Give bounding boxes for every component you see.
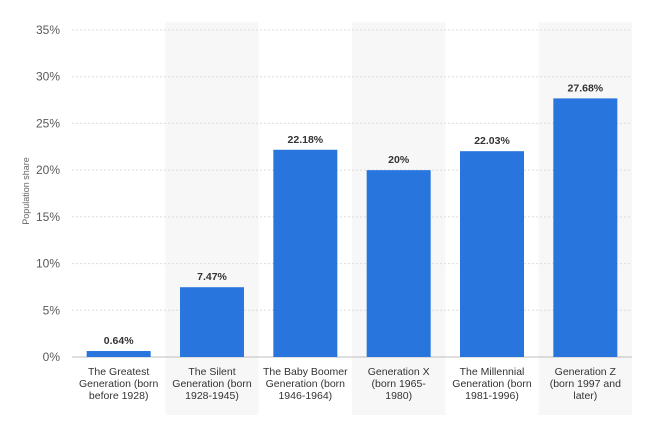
y-tick-label: 10%	[36, 257, 60, 271]
bar	[460, 151, 524, 357]
x-category-label: The Millennial Generation (born 1981-1996)	[452, 366, 532, 402]
data-label: 22.18%	[288, 134, 324, 146]
bar	[273, 149, 338, 357]
y-tick-label: 30%	[36, 70, 60, 84]
y-tick-label: 5%	[43, 303, 61, 317]
data-label: 7.47%	[197, 271, 227, 283]
y-axis-ticks: 0% 5% 10% 15% 20% 25% 30% 35%	[36, 23, 60, 364]
data-label: 27.68%	[568, 82, 604, 94]
y-tick-label: 0%	[43, 350, 61, 364]
data-label: 20%	[388, 154, 410, 166]
y-tick-label: 25%	[36, 116, 60, 130]
x-category-label: The Baby Boomer Generation (born 1946-1964…	[263, 366, 348, 402]
x-category-label: The Silent Generation (born 1928-1945)	[172, 366, 252, 402]
bar	[553, 98, 618, 358]
y-tick-label: 20%	[36, 163, 60, 177]
bar	[180, 287, 244, 357]
bars	[86, 98, 618, 358]
data-labels: 0.64% 7.47% 22.18% 20% 22.03% 27.68%	[104, 82, 604, 347]
y-tick-label: 15%	[36, 210, 60, 224]
gridlines	[72, 29, 632, 358]
y-tick-label: 35%	[36, 23, 60, 37]
data-label: 0.64%	[104, 335, 134, 347]
x-category-label: The Greatest Generation (born before 1928)	[79, 366, 159, 402]
data-label: 22.03%	[474, 135, 510, 147]
x-axis-categories: The Greatest Generation (born before 1928)…	[79, 366, 621, 402]
y-axis-title: Population share	[21, 157, 31, 225]
x-category-label: Generation Z (born 1997 and later)	[550, 366, 621, 402]
x-category-label: Generation X (born 1965-1980)	[368, 366, 430, 402]
bar	[86, 351, 151, 357]
bar	[366, 170, 431, 357]
